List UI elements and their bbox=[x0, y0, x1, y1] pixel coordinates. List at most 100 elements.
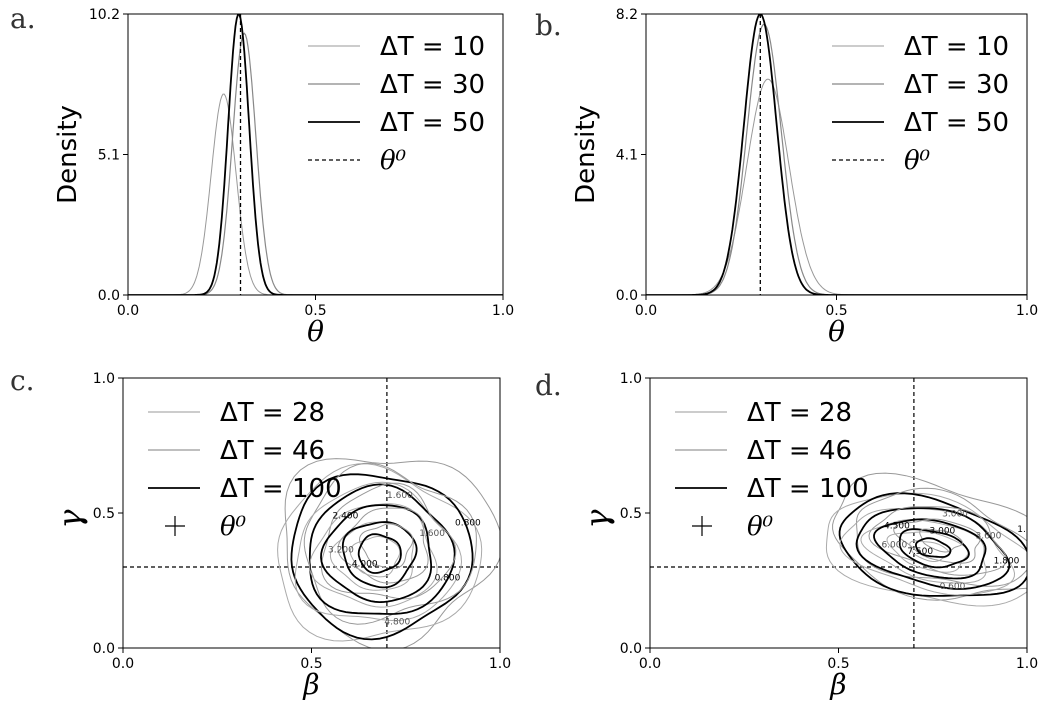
contour-series-3 bbox=[308, 483, 456, 615]
contour-series-3 bbox=[855, 507, 1011, 590]
legend-label: ΔT = 30 bbox=[904, 70, 1009, 100]
contour-series-1 bbox=[855, 487, 1027, 587]
contour-series-3 bbox=[873, 518, 987, 580]
contour-series-1 bbox=[321, 482, 457, 600]
panel-letter: a. bbox=[10, 2, 36, 35]
panel-letter: d. bbox=[535, 369, 562, 402]
plot-frame bbox=[645, 13, 1028, 296]
legend-label: ΔT = 30 bbox=[380, 70, 485, 100]
density-line-series-3 bbox=[646, 14, 1027, 295]
legend-label: ΔT = 28 bbox=[747, 398, 852, 428]
x-tick-label: 1.0 bbox=[492, 303, 514, 319]
plot-frame bbox=[649, 377, 1028, 649]
legend-label: ΔT = 50 bbox=[380, 108, 485, 138]
legend: ΔT = 28 ΔT = 46 ΔT = 100 θ⁰ bbox=[675, 398, 869, 542]
contour-label: 1.800 bbox=[994, 556, 1020, 566]
x-tick-label: 0.0 bbox=[635, 303, 657, 319]
density-line-series-1 bbox=[646, 78, 1027, 295]
y-axis-label: γ bbox=[578, 509, 616, 529]
contour-label: 6.000 bbox=[881, 540, 907, 550]
y-tick-label: 0.0 bbox=[620, 641, 642, 657]
legend: ΔT = 10 ΔT = 30 ΔT = 50 θ⁰ bbox=[308, 32, 485, 176]
contour-series-1 bbox=[868, 506, 1008, 576]
y-axis-label: Density bbox=[571, 105, 601, 204]
x-tick-label: 0.0 bbox=[639, 656, 661, 672]
legend: ΔT = 10 ΔT = 30 ΔT = 50 θ⁰ bbox=[832, 32, 1009, 176]
plot-area bbox=[128, 14, 503, 295]
legend-label: θ⁰ bbox=[747, 512, 774, 542]
y-axis-label: Density bbox=[53, 105, 83, 204]
panel-letter: c. bbox=[10, 364, 35, 397]
contour-series-2 bbox=[309, 503, 438, 608]
contour-label: 1.500 bbox=[1017, 525, 1041, 535]
contour-series-1 bbox=[919, 528, 963, 553]
y-tick-label: 1.0 bbox=[93, 371, 115, 387]
contour-label: 3.000 bbox=[930, 526, 956, 536]
x-axis-label: β bbox=[829, 668, 846, 701]
legend-label: ΔT = 10 bbox=[380, 32, 485, 62]
contour-series-2 bbox=[349, 536, 401, 578]
contour-label: 2.400 bbox=[333, 511, 359, 521]
x-axis-label: θ bbox=[307, 315, 324, 348]
contour-series-2 bbox=[825, 492, 1027, 607]
legend-label: ΔT = 50 bbox=[904, 108, 1009, 138]
legend: ΔT = 28 ΔT = 46 ΔT = 100 θ⁰ bbox=[148, 398, 342, 542]
plot-area: 0.800 1.600 2.400 3.200 4.000 4.800 0.800 1.600 bbox=[123, 378, 500, 648]
y-tick-label: 10.2 bbox=[89, 7, 120, 23]
contour-series-2 bbox=[294, 481, 463, 622]
panel-4: d. 0.0 0.5 1.0 0.0 0.5 1.0 β γ 1.500 3.000 4.500 6.0… bbox=[535, 369, 1041, 701]
x-tick-label: 0.5 bbox=[300, 656, 322, 672]
contour-series-3 bbox=[341, 521, 418, 589]
x-axis-label: β bbox=[302, 668, 319, 701]
legend-label: ΔT = 100 bbox=[220, 474, 342, 504]
contour-series-3 bbox=[838, 492, 1027, 597]
y-tick-label: 0.0 bbox=[616, 288, 638, 304]
x-tick-label: 1.0 bbox=[1016, 303, 1038, 319]
contour-label: 4.500 bbox=[884, 522, 910, 532]
contour-label: 0.600 bbox=[940, 582, 966, 592]
contour-label: 7.500 bbox=[907, 547, 933, 557]
density-line-series-1 bbox=[128, 93, 503, 295]
y-tick-label: 5.1 bbox=[98, 148, 120, 164]
y-tick-label: 8.2 bbox=[616, 7, 638, 23]
legend-label: θ⁰ bbox=[904, 146, 931, 176]
contour-label: 0.800 bbox=[455, 518, 481, 528]
legend-label: θ⁰ bbox=[380, 146, 407, 176]
panel-letter: b. bbox=[535, 9, 562, 42]
contour-label: 3.000 bbox=[942, 509, 968, 519]
y-tick-label: 0.0 bbox=[93, 641, 115, 657]
x-tick-label: 0.0 bbox=[112, 656, 134, 672]
legend-label: ΔT = 28 bbox=[220, 398, 325, 428]
x-axis-label: θ bbox=[828, 315, 845, 348]
legend-label: θ⁰ bbox=[220, 512, 247, 542]
x-tick-label: 1.0 bbox=[1016, 656, 1038, 672]
x-tick-label: 0.5 bbox=[825, 303, 847, 319]
contour-series-2 bbox=[886, 531, 969, 573]
legend-label: ΔT = 100 bbox=[747, 474, 869, 504]
x-tick-label: 0.5 bbox=[827, 656, 849, 672]
y-axis-label: γ bbox=[51, 509, 89, 529]
contour-series-1 bbox=[284, 458, 500, 648]
legend-label: ΔT = 10 bbox=[904, 32, 1009, 62]
contour-series-3 bbox=[914, 537, 952, 558]
contour-series-1 bbox=[893, 518, 981, 564]
y-tick-label: 0.0 bbox=[98, 288, 120, 304]
x-tick-label: 0.0 bbox=[117, 303, 139, 319]
contour-series-3 bbox=[290, 473, 474, 641]
contour-series-2 bbox=[277, 463, 483, 642]
density-line-series-2 bbox=[646, 23, 1027, 295]
contour-series-2 bbox=[839, 508, 1016, 596]
legend-label: ΔT = 46 bbox=[747, 436, 852, 466]
contour-series-2 bbox=[909, 540, 950, 562]
y-tick-label: 0.5 bbox=[620, 506, 642, 522]
y-tick-label: 4.1 bbox=[616, 148, 638, 164]
contour-label: 4.800 bbox=[384, 618, 410, 628]
legend-label: ΔT = 46 bbox=[220, 436, 325, 466]
contour-label: 4.000 bbox=[352, 559, 378, 569]
x-tick-label: 1.0 bbox=[489, 656, 511, 672]
contour-label: 1.600 bbox=[387, 491, 413, 501]
contour-label: 0.800 bbox=[435, 573, 461, 583]
